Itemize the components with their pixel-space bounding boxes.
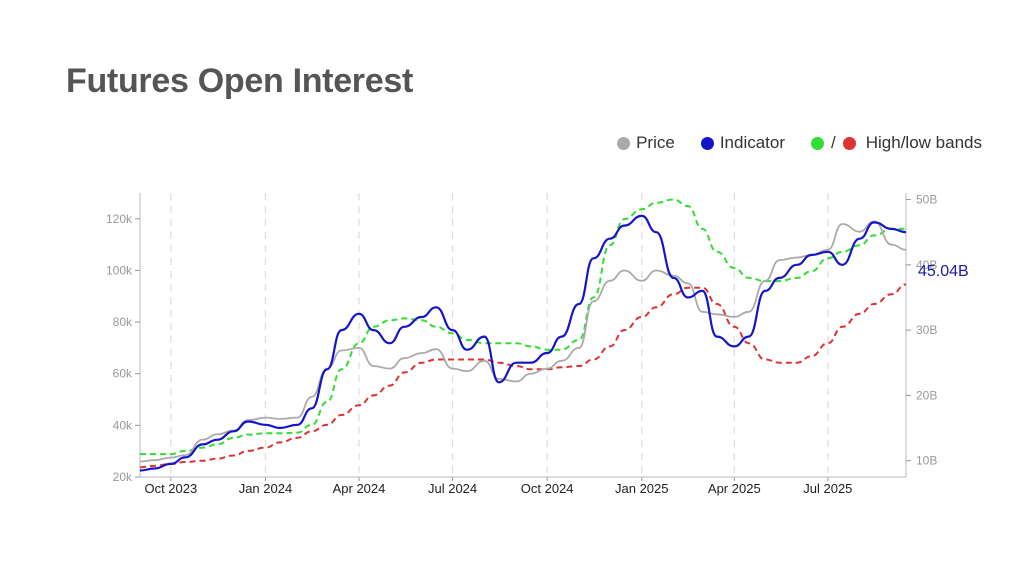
x-tick-label: Jan 2025 (615, 481, 669, 496)
price-dot-icon (617, 136, 631, 150)
y-right-tick-label: 30B (916, 323, 937, 337)
y-left-tick-label: 100k (106, 263, 133, 277)
y-left-tick-label: 120k (106, 212, 133, 226)
x-tick-label: Jan 2024 (239, 481, 293, 496)
last-value-label: 45.04B (918, 263, 969, 280)
y-right-tick-label: 40B (916, 258, 937, 272)
series-layer (139, 198, 907, 472)
y-left-tick-label: 40k (113, 418, 133, 432)
price-line (139, 220, 907, 463)
label-layer: Oct 2023 Jan 2024 Apr 2024 Jul 2024 Oct 2024… (106, 193, 969, 496)
y-left-tick-label: 60k (113, 367, 133, 381)
indicator-line (139, 214, 907, 472)
legend-item-bands[interactable]: / High/low bands (811, 133, 982, 153)
x-tick-label: Oct 2023 (144, 481, 197, 496)
legend-item-price[interactable]: Price (617, 133, 675, 153)
axes-layer (135, 193, 911, 481)
low-band-dot-icon (842, 136, 856, 150)
indicator-dot-icon (700, 136, 714, 150)
y-right-tick-label: 50B (916, 193, 937, 207)
high-band-line (140, 198, 906, 456)
chart-legend: Price Indicator / High/low bands (617, 133, 982, 153)
legend-slash: / (831, 133, 836, 152)
y-right-tick-label: 10B (916, 454, 937, 468)
low-band-line (139, 283, 907, 469)
grid-layer (170, 193, 829, 477)
page-title: Futures Open Interest (66, 62, 413, 100)
legend-indicator-label: Indicator (719, 133, 786, 152)
x-tick-label: Apr 2025 (708, 481, 761, 496)
x-tick-label: Oct 2024 (521, 481, 574, 496)
y-right-tick-label: 20B (916, 388, 937, 402)
y-left-tick-label: 20k (113, 470, 133, 484)
legend-item-indicator[interactable]: Indicator (700, 133, 786, 153)
y-left-tick-label: 80k (113, 315, 133, 329)
legend-price-label: Price (636, 133, 675, 152)
x-tick-label: Jul 2025 (803, 481, 852, 496)
x-tick-label: Jul 2024 (428, 481, 477, 496)
legend-bands-label: High/low bands (865, 133, 982, 152)
high-band-dot-icon (811, 136, 825, 150)
x-tick-label: Apr 2024 (333, 481, 386, 496)
